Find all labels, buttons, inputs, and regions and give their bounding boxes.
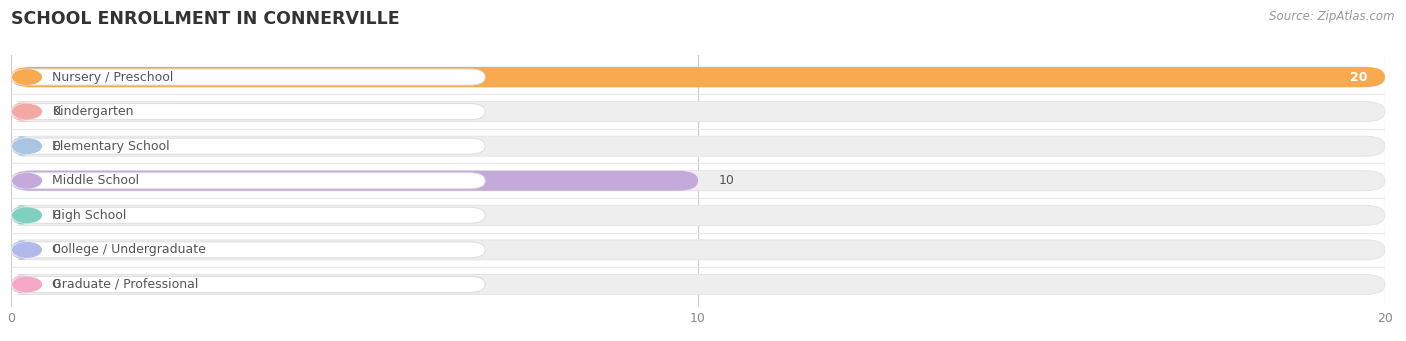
FancyBboxPatch shape [11, 171, 699, 191]
Text: Elementary School: Elementary School [52, 140, 170, 153]
Text: Graduate / Professional: Graduate / Professional [52, 278, 198, 291]
Circle shape [13, 139, 41, 153]
FancyBboxPatch shape [11, 136, 1385, 156]
Circle shape [13, 277, 41, 292]
FancyBboxPatch shape [11, 275, 1385, 295]
Text: 0: 0 [52, 140, 60, 153]
FancyBboxPatch shape [11, 102, 32, 122]
FancyBboxPatch shape [11, 240, 32, 260]
Text: 0: 0 [52, 243, 60, 256]
FancyBboxPatch shape [11, 67, 1385, 87]
FancyBboxPatch shape [11, 275, 32, 295]
Circle shape [13, 104, 41, 119]
FancyBboxPatch shape [11, 173, 485, 189]
FancyBboxPatch shape [11, 67, 1385, 87]
Text: 10: 10 [718, 174, 734, 187]
Text: Kindergarten: Kindergarten [52, 105, 134, 118]
Text: College / Undergraduate: College / Undergraduate [52, 243, 207, 256]
Text: High School: High School [52, 209, 127, 222]
Text: 0: 0 [52, 105, 60, 118]
FancyBboxPatch shape [11, 136, 32, 156]
FancyBboxPatch shape [11, 69, 485, 85]
Circle shape [13, 208, 41, 223]
Circle shape [13, 70, 41, 84]
Circle shape [13, 243, 41, 257]
FancyBboxPatch shape [11, 207, 485, 223]
FancyBboxPatch shape [11, 104, 485, 120]
Text: 0: 0 [52, 209, 60, 222]
Circle shape [13, 174, 41, 188]
FancyBboxPatch shape [11, 205, 32, 225]
FancyBboxPatch shape [11, 138, 485, 154]
Text: Source: ZipAtlas.com: Source: ZipAtlas.com [1270, 10, 1395, 23]
FancyBboxPatch shape [11, 205, 1385, 225]
Text: Nursery / Preschool: Nursery / Preschool [52, 71, 174, 84]
FancyBboxPatch shape [11, 102, 1385, 122]
Text: 0: 0 [52, 278, 60, 291]
Text: 20: 20 [1350, 71, 1368, 84]
Text: SCHOOL ENROLLMENT IN CONNERVILLE: SCHOOL ENROLLMENT IN CONNERVILLE [11, 10, 399, 28]
FancyBboxPatch shape [11, 171, 1385, 191]
FancyBboxPatch shape [11, 240, 1385, 260]
Text: Middle School: Middle School [52, 174, 139, 187]
FancyBboxPatch shape [11, 277, 485, 293]
FancyBboxPatch shape [11, 242, 485, 258]
